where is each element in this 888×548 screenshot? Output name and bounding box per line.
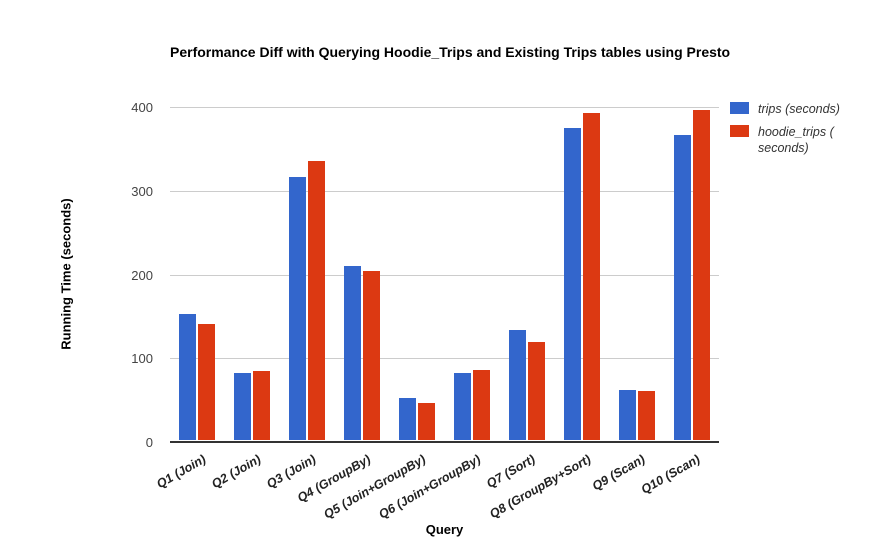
- bar-trips-q7: [508, 330, 526, 440]
- bar-trips-q2: [234, 373, 252, 440]
- gridline-300: [170, 190, 719, 192]
- legend-label-line: trips (seconds): [758, 102, 840, 116]
- bar-trips-q10: [673, 135, 691, 440]
- bar-hoodie-trips-q4: [363, 270, 381, 440]
- bar-hoodie-trips-q6: [472, 369, 490, 440]
- gridline-200: [170, 274, 719, 276]
- bar-trips-q3: [289, 177, 307, 440]
- y-tick-label-400: 400: [131, 100, 153, 115]
- x-tick-label-q9: Q9 (Scan): [590, 452, 648, 494]
- bar-hoodie-trips-q2: [253, 370, 271, 440]
- x-axis-title: Query: [425, 522, 464, 537]
- bar-hoodie-trips-q3: [308, 161, 326, 440]
- x-axis-baseline: [170, 441, 719, 443]
- y-tick-label-300: 300: [131, 183, 153, 199]
- bar-trips-q4: [344, 265, 362, 440]
- x-tick-label-q6: Q6 (Join+GroupBy): [376, 452, 483, 522]
- legend-label-hoodie_trips: hoodie_trips ( seconds): [758, 124, 834, 156]
- plot-area: Q1 (Join) Q2 (Join) Q3 (Join) Q4 (GroupBy) Q…: [155, 107, 719, 522]
- legend-label-line: seconds): [758, 141, 809, 155]
- bar-hoodie-trips-q9: [637, 390, 655, 440]
- bar-hoodie-trips-q8: [582, 112, 600, 440]
- chart-legend: trips (seconds) hoodie_trips ( seconds): [730, 101, 880, 163]
- bar-hoodie-trips-q1: [198, 324, 216, 440]
- legend-item-hoodie_trips: hoodie_trips ( seconds): [730, 124, 880, 156]
- x-tick-label-q5: Q5 (Join+GroupBy): [321, 452, 429, 522]
- legend-item-trips: trips (seconds): [730, 101, 880, 117]
- gridline-400: [170, 107, 719, 108]
- legend-swatch-hoodie_trips: [730, 125, 749, 137]
- x-tick-label-q10: Q10 (Scan): [639, 452, 703, 497]
- legend-label-line: hoodie_trips (: [758, 125, 834, 139]
- x-tick-label-q1: Q1 (Join): [154, 452, 209, 492]
- legend-swatch-trips: [730, 102, 749, 114]
- bar-trips-q6: [453, 373, 471, 440]
- y-axis-title: Running Time (seconds): [58, 198, 74, 350]
- y-tick-label-200: 200: [131, 267, 153, 283]
- bar-hoodie-trips-q10: [692, 110, 710, 440]
- bar-trips-q9: [618, 389, 636, 440]
- bar-trips-q5: [399, 398, 417, 440]
- x-tick-label-q8: Q8 (GroupBy+Sort): [486, 452, 593, 522]
- bar-trips-q8: [563, 128, 581, 440]
- legend-label-trips: trips (seconds): [758, 101, 840, 117]
- y-tick-label-0: 0: [145, 435, 153, 450]
- gridline-100: [170, 358, 719, 360]
- x-tick-label-q2: Q2 (Join): [209, 452, 264, 492]
- y-tick-label-100: 100: [131, 351, 153, 367]
- bar-trips-q1: [179, 314, 197, 440]
- chart-title: Performance Diff with Querying Hoodie_Tr…: [170, 44, 731, 60]
- bar-hoodie-trips-q5: [418, 403, 436, 440]
- bar-hoodie-trips-q7: [527, 342, 545, 440]
